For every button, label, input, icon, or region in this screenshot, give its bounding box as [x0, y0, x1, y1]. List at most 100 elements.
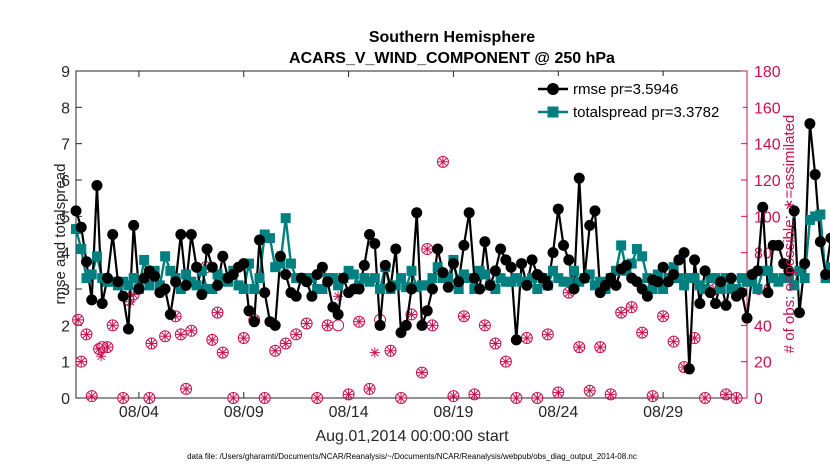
obs-possible-point	[72, 313, 85, 326]
obs-assimilated-stroke	[87, 392, 96, 401]
totalspread-point	[359, 273, 370, 284]
obs-assimilated-stroke	[271, 346, 280, 355]
obs-possible-point	[75, 355, 88, 368]
totalspread-point	[700, 284, 711, 294]
obs-possible-point	[174, 328, 187, 341]
totalspread-point	[254, 273, 265, 284]
rmse-point	[196, 288, 208, 300]
totalspread-point	[422, 280, 433, 291]
obs-assimilated-point	[259, 393, 270, 403]
x-tick-label: 08/04	[119, 404, 159, 421]
obs-possible-point	[510, 392, 523, 404]
obs-assimilated-stroke	[480, 321, 489, 330]
rmse-point	[563, 254, 575, 266]
rmse-point	[243, 305, 255, 317]
rmse-point	[736, 287, 748, 299]
rmse-point	[751, 265, 763, 277]
obs-possible-point	[216, 346, 229, 359]
rmse-point	[495, 243, 507, 255]
rmse-point	[253, 234, 265, 246]
obs-possible-point	[657, 310, 670, 323]
obs-assimilated-point	[511, 393, 522, 403]
obs-assimilated-stroke	[418, 368, 426, 377]
rmse-point	[269, 319, 281, 331]
totalspread-point	[369, 273, 380, 284]
totalspread-point	[736, 273, 747, 284]
obs-assimilated-point	[521, 333, 532, 344]
totalspread-point	[280, 213, 291, 224]
obs-possible-point	[227, 392, 240, 404]
chart-title: Southern Hemisphere	[369, 29, 535, 46]
rmse-point	[489, 265, 501, 277]
totalspread-point	[799, 273, 810, 284]
obs-assimilated-point	[76, 356, 87, 367]
totalspread-point	[443, 273, 454, 284]
rmse-point	[474, 283, 486, 295]
rmse-point	[75, 221, 87, 233]
rmse-point	[374, 319, 386, 331]
rmse-point	[212, 279, 224, 291]
totalspread-point	[181, 269, 192, 280]
rmse-point	[610, 279, 622, 291]
obs-assimilated-stroke	[260, 394, 269, 402]
rmse-point	[322, 276, 334, 288]
obs-possible-point	[80, 328, 93, 341]
rmse-point	[552, 203, 564, 215]
totalspread-point	[453, 284, 464, 294]
totalspread-point	[259, 229, 270, 240]
obs-assimilated-point	[364, 383, 375, 394]
x-tick-label: 08/29	[643, 404, 683, 421]
totalspread-point	[815, 209, 826, 220]
rmse-point	[201, 243, 213, 255]
totalspread-point	[165, 265, 176, 276]
chart-subtitle: ACARS_V_WIND_COMPONENT @ 250 hPa	[289, 50, 615, 67]
totalspread-point	[343, 265, 354, 276]
rmse-point	[468, 272, 480, 284]
rmse-point	[762, 287, 774, 299]
obs-assimilated-stroke	[292, 330, 301, 339]
obs-possible-point	[311, 392, 324, 404]
totalspread-point	[631, 244, 642, 255]
totalspread-point	[160, 251, 171, 262]
obs-assimilated-point	[343, 389, 354, 400]
rmse-point	[432, 243, 444, 255]
rmse-point	[799, 258, 811, 270]
obs-assimilated-stroke	[690, 334, 699, 343]
rmse-point	[421, 305, 433, 317]
totalspread-point	[710, 273, 721, 284]
obs-assimilated-stroke	[669, 337, 678, 346]
rmse-point	[547, 247, 559, 259]
rmse-point	[641, 290, 653, 302]
obs-assimilated-point	[427, 320, 438, 331]
legend-totalspread-marker	[547, 106, 559, 118]
totalspread-point	[186, 276, 197, 287]
obs-assimilated-stroke	[355, 317, 364, 326]
obs-assimilated-stroke	[77, 357, 86, 366]
obs-possible-point	[206, 333, 219, 346]
totalspread-point	[375, 284, 386, 294]
y-tick-label-left: 6	[61, 173, 70, 190]
totalspread-point	[312, 284, 323, 294]
obs-assimilated-point	[186, 325, 197, 336]
y-tick-label-left: 5	[61, 209, 70, 226]
obs-assimilated-point	[102, 342, 113, 353]
obs-assimilated-stroke	[108, 321, 117, 330]
obs-possible-point	[85, 390, 98, 403]
y-tick-label-left: 4	[61, 246, 70, 263]
obs-assimilated-stroke	[423, 245, 432, 253]
obs-assimilated-stroke	[239, 334, 248, 343]
obs-assimilated-stroke	[161, 332, 170, 341]
y-tick-label-right: 180	[754, 64, 781, 81]
obs-assimilated-stroke	[554, 388, 563, 397]
obs-assimilated-point	[574, 342, 585, 353]
rmse-point	[479, 236, 491, 248]
totalspread-point	[773, 276, 784, 287]
rmse-point	[578, 272, 590, 284]
rmse-point	[406, 283, 417, 295]
x-tick-label: 08/19	[433, 404, 473, 421]
obs-assimilated-point	[94, 343, 105, 354]
obs-assimilated-point	[595, 342, 606, 353]
rmse-point	[385, 281, 397, 293]
totalspread-point	[285, 258, 296, 269]
totalspread-point	[427, 273, 438, 284]
